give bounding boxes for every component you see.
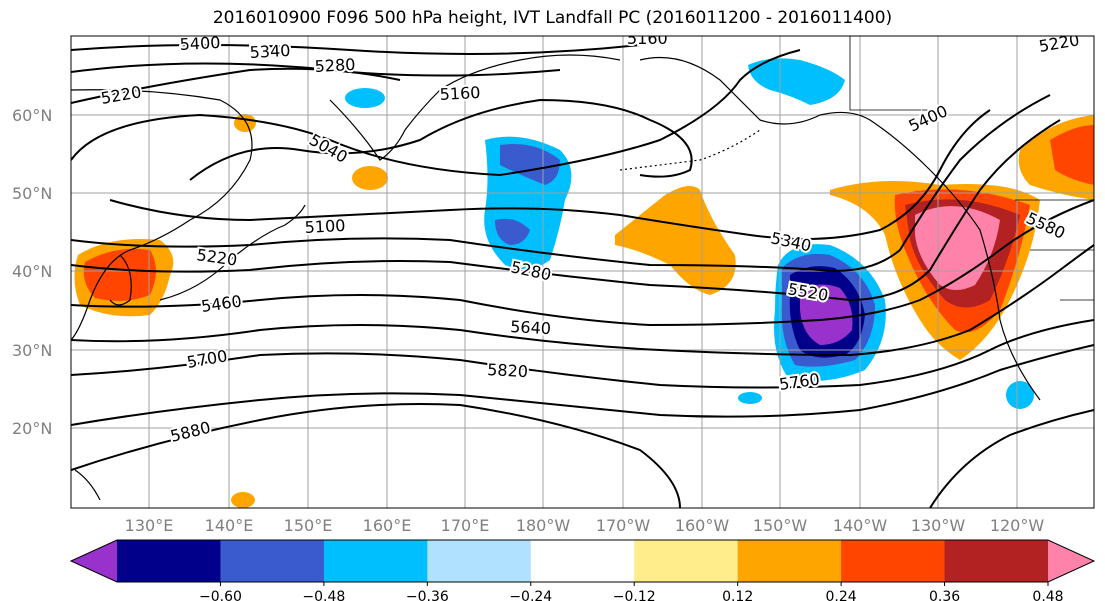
colorbar-tick-label: −0.60 <box>199 589 242 601</box>
map-title: 2016010900 F096 500 hPa height, IVT Land… <box>212 8 893 28</box>
colorbar-tick-label: −0.36 <box>406 589 449 601</box>
contour-label: 5160 <box>627 29 668 48</box>
contour-line <box>71 67 401 104</box>
colorbar-tick-label: −0.24 <box>509 589 552 601</box>
contour-label: 5400 <box>179 33 221 54</box>
longitude-label: 170°E <box>441 516 490 535</box>
colorbar-bin <box>737 540 842 582</box>
ivt-negative-region-bering-lower <box>495 218 530 245</box>
colorbar-tick-label: −0.12 <box>613 589 656 601</box>
colorbar-outline <box>69 539 1096 583</box>
contour-label: 5340 <box>249 41 291 62</box>
contour-label: 5160 <box>439 83 481 104</box>
contour-line <box>71 244 1094 357</box>
colorbar-bin <box>530 540 635 582</box>
coastline-korea <box>109 254 132 306</box>
contour-label: 5220 <box>195 245 238 269</box>
longitude-label: 130°W <box>911 516 966 535</box>
colorbar-tick-label: 0.48 <box>1032 589 1063 601</box>
coastline-philippines <box>74 469 101 501</box>
longitude-label: 140°E <box>205 516 254 535</box>
latitude-label: 50°N <box>12 184 52 203</box>
contour-line <box>71 94 1051 272</box>
longitude-label: 160°E <box>363 516 412 535</box>
ivt-negative-region-bering-blue <box>500 144 560 185</box>
colorbar-tick-label: 0.24 <box>826 589 857 601</box>
ivt-negative-blob-okhotsk <box>345 88 385 108</box>
colorbar-tick-label: −0.48 <box>302 589 345 601</box>
ivt-negative-region-alaska <box>748 58 845 105</box>
coastlines <box>71 54 1041 501</box>
contour-label: 5100 <box>304 216 346 237</box>
latitude-label: 20°N <box>12 419 52 438</box>
ivt-negative-blob-baja <box>1006 381 1034 409</box>
ivt-positive-region-korea-red <box>83 248 156 301</box>
longitude-label: 120°W <box>990 516 1045 535</box>
colorbar-extend-low <box>71 540 117 582</box>
longitude-label: 180°W <box>516 516 571 535</box>
contour-line <box>929 409 1094 508</box>
colorbar-bin <box>841 540 946 582</box>
latitude-label: 30°N <box>12 341 52 360</box>
longitude-label: 130°E <box>125 516 174 535</box>
coastline-asia <box>71 89 253 341</box>
map-frame <box>70 35 1095 509</box>
ivt-positive-blob-kamchatka <box>352 166 388 190</box>
contour-line <box>71 119 1061 302</box>
contour-label: 5820 <box>487 360 529 381</box>
contour-line <box>109 109 991 240</box>
longitude-label: 150°E <box>284 516 333 535</box>
colorbar: −0.60 −0.48 −0.36 −0.24 −0.12 0.12 0.24 0.36 0.4… <box>69 539 1096 601</box>
colorbar-bin <box>117 540 221 582</box>
ivt-positive-blob-sakhalin <box>234 114 256 132</box>
latitude-label: 60°N <box>12 106 52 125</box>
contour-line <box>189 98 693 181</box>
ivt-positive-region-central <box>615 186 736 295</box>
coastline-aleutians <box>619 129 761 171</box>
coastline-alaska <box>639 56 1041 401</box>
colorbar-bin <box>220 540 325 582</box>
colorbar-tick-label: 0.12 <box>722 589 753 601</box>
latitude-label: 40°N <box>12 262 52 281</box>
contour-line <box>71 344 1094 426</box>
ivt-positive-blob-south <box>231 492 255 508</box>
colorbar-bin <box>944 540 1049 582</box>
ivt-fill-layer <box>74 58 1094 508</box>
latitude-axis: 60°N 50°N 40°N 30°N 20°N <box>12 106 52 438</box>
contour-label: 5280 <box>314 55 356 76</box>
ivt-negative-blob-hawaii <box>738 392 762 404</box>
contour-line <box>71 319 1094 389</box>
colorbar-bin <box>427 540 532 582</box>
contour-line <box>71 49 801 177</box>
contour-label: 5640 <box>510 317 552 338</box>
contour-line <box>71 403 681 508</box>
longitude-axis: 130°E 140°E 150°E 160°E 170°E 180°W 170°… <box>125 516 1045 535</box>
longitude-label: 150°W <box>753 516 808 535</box>
contour-line <box>71 44 641 55</box>
colorbar-tick-label: 0.36 <box>929 589 960 601</box>
colorbar-extend-high <box>1048 540 1094 582</box>
coastline-japan <box>159 204 306 301</box>
contour-line <box>71 199 1094 327</box>
longitude-label: 140°W <box>833 516 888 535</box>
colorbar-bin <box>323 540 428 582</box>
ivt-positive-region-northeast-red <box>1050 125 1094 185</box>
longitude-label: 160°W <box>675 516 730 535</box>
colorbar-bin <box>634 540 739 582</box>
height-contours <box>71 44 1094 508</box>
longitude-label: 170°W <box>596 516 651 535</box>
borders <box>849 36 1094 301</box>
